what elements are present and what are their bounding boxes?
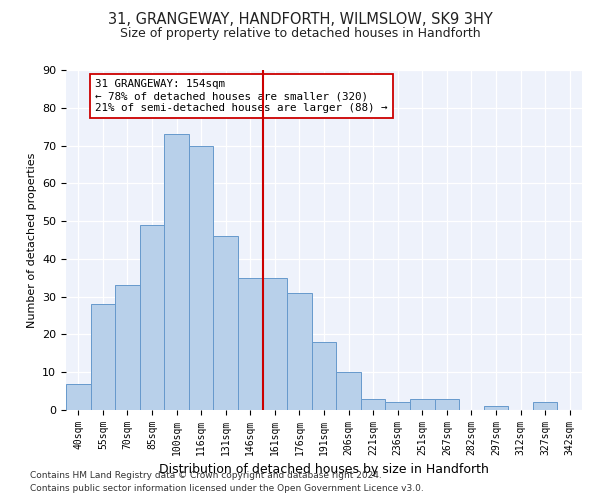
Bar bbox=[140, 225, 164, 410]
Bar bbox=[484, 406, 508, 410]
Bar bbox=[189, 146, 214, 410]
Bar bbox=[214, 236, 238, 410]
Bar bbox=[115, 286, 140, 410]
Text: Contains HM Land Registry data © Crown copyright and database right 2024.: Contains HM Land Registry data © Crown c… bbox=[30, 470, 382, 480]
Bar bbox=[336, 372, 361, 410]
Text: Contains public sector information licensed under the Open Government Licence v3: Contains public sector information licen… bbox=[30, 484, 424, 493]
Bar bbox=[361, 398, 385, 410]
Bar bbox=[533, 402, 557, 410]
Text: Size of property relative to detached houses in Handforth: Size of property relative to detached ho… bbox=[119, 28, 481, 40]
Bar bbox=[91, 304, 115, 410]
Y-axis label: Number of detached properties: Number of detached properties bbox=[26, 152, 37, 328]
Bar bbox=[385, 402, 410, 410]
Bar bbox=[312, 342, 336, 410]
Bar bbox=[434, 398, 459, 410]
Bar bbox=[238, 278, 263, 410]
X-axis label: Distribution of detached houses by size in Handforth: Distribution of detached houses by size … bbox=[159, 464, 489, 476]
Text: 31, GRANGEWAY, HANDFORTH, WILMSLOW, SK9 3HY: 31, GRANGEWAY, HANDFORTH, WILMSLOW, SK9 … bbox=[107, 12, 493, 28]
Bar bbox=[66, 384, 91, 410]
Bar bbox=[410, 398, 434, 410]
Text: 31 GRANGEWAY: 154sqm
← 78% of detached houses are smaller (320)
21% of semi-deta: 31 GRANGEWAY: 154sqm ← 78% of detached h… bbox=[95, 80, 388, 112]
Bar bbox=[263, 278, 287, 410]
Bar bbox=[164, 134, 189, 410]
Bar bbox=[287, 293, 312, 410]
